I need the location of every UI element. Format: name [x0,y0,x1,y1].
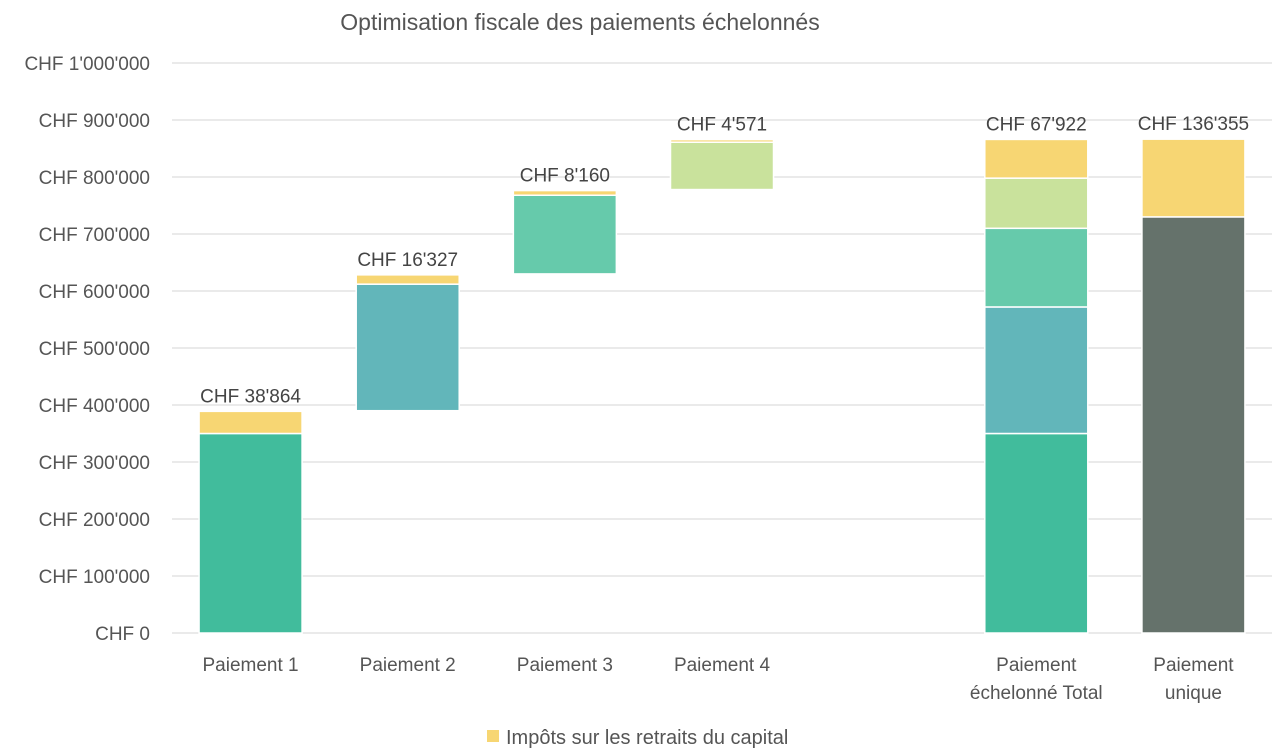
bar-segment-payment2 [355,283,460,412]
y-tick-label: CHF 200'000 [39,510,150,531]
bar-segment-single [1141,216,1246,634]
y-tick-label: CHF 600'000 [39,282,150,303]
x-axis-ticks: Paiement 1 Paiement 2 Paiement 3 Paiement 4… [203,655,1235,704]
bar-segment-payment3 [984,227,1089,308]
x-tick-label: Paiement 3 [517,655,613,676]
legend-swatch-tax [487,730,499,742]
x-tick-label: Paiement [996,655,1077,676]
y-tick-label: CHF 500'000 [39,339,150,360]
chart-title: Optimisation fiscale des paiements échel… [340,9,819,35]
x-tick-label: Paiement [1153,655,1234,676]
data-label: CHF 38'864 [200,386,301,407]
y-tick-label: CHF 800'000 [39,168,150,189]
y-tick-label: CHF 1'000'000 [24,54,150,75]
data-label: CHF 4'571 [677,115,767,136]
bar-segment-tax [512,189,618,196]
data-label: CHF 67'922 [986,114,1087,135]
x-tick-label: Paiement 2 [360,655,456,676]
legend: Impôts sur les retraits du capital [487,727,788,749]
bar-segment-tax [355,274,460,285]
y-tick-label: CHF 700'000 [39,225,150,246]
x-tick-label: Paiement 4 [674,655,771,676]
bar-segment-tax [198,410,303,435]
data-labels: CHF 38'864 CHF 16'327 CHF 8'160 CHF 4'571 CH… [200,114,1249,407]
bars [198,138,1246,634]
x-tick-label: unique [1165,683,1222,704]
bar-segment-payment3 [512,194,618,275]
y-tick-label: CHF 0 [95,624,150,645]
bar-segment-payment4 [669,141,775,191]
bar-segment-tax [1141,138,1246,218]
bar-segment-tax [669,138,775,143]
bar-segment-payment1 [984,432,1089,634]
bar-segment-payment1 [198,432,303,634]
y-axis-ticks: CHF 0 CHF 100'000 CHF 200'000 CHF 300'000 CH… [24,54,150,645]
y-tick-label: CHF 400'000 [39,396,150,417]
x-tick-label: échelonné Total [970,683,1103,704]
data-label: CHF 8'160 [520,166,610,187]
bar-segment-tax [984,138,1089,179]
data-label: CHF 136'355 [1138,114,1249,135]
x-tick-label: Paiement 1 [203,655,299,676]
bar-segment-payment4 [984,177,1089,230]
y-tick-label: CHF 300'000 [39,453,150,474]
data-label: CHF 16'327 [357,250,458,271]
bar-segment-payment2 [984,306,1089,435]
y-tick-label: CHF 100'000 [39,567,150,588]
legend-label-tax: Impôts sur les retraits du capital [506,727,788,749]
y-tick-label: CHF 900'000 [39,111,150,132]
